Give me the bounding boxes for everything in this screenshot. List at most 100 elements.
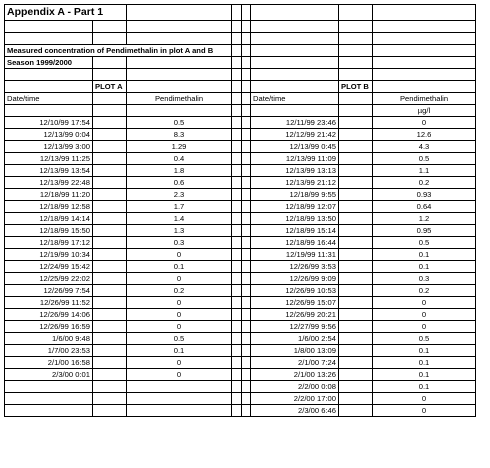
plot-b-value: 0.64 — [372, 200, 476, 213]
plot-a-datetime: 2/3/00 0:01 — [4, 368, 93, 381]
plot-a-datetime: 12/26/99 7:54 — [4, 284, 93, 297]
plot-a-datetime: 12/26/99 11:52 — [4, 296, 93, 309]
plot-a-datetime: 12/26/99 16:59 — [4, 320, 93, 333]
table-row: 1/7/00 23:53 0.1 1/8/00 13:09 0.1 — [4, 344, 476, 357]
table-row: 2/2/00 17:00 0 — [4, 392, 476, 405]
table-row: 12/13/99 0:04 8.3 12/12/99 21:42 12.6 — [4, 128, 476, 141]
season-label: Season 1999/2000 — [4, 56, 93, 69]
plot-b-datetime: 12/26/99 15:07 — [250, 296, 339, 309]
plot-a-value: 0.2 — [126, 284, 232, 297]
table-row: 2/3/00 0:01 0 2/1/00 13:26 0.1 — [4, 368, 476, 381]
table-row: 12/18/99 14:14 1.4 12/18/99 13:50 1.2 — [4, 212, 476, 225]
plot-b-datetime-header: Date/time — [250, 92, 339, 105]
table-row: 12/13/99 11:25 0.4 12/13/99 11:09 0.5 — [4, 152, 476, 165]
plot-a-value: 0.1 — [126, 260, 232, 273]
plot-a-datetime: 12/13/99 3:00 — [4, 140, 93, 153]
plot-b-datetime: 12/13/99 0:45 — [250, 140, 339, 153]
plot-b-value: 0.5 — [372, 332, 476, 345]
plot-b-datetime: 12/19/99 11:31 — [250, 248, 339, 261]
plot-b-datetime: 1/8/00 13:09 — [250, 344, 339, 357]
plot-a-datetime: 12/13/99 11:25 — [4, 152, 93, 165]
plot-b-datetime: 2/1/00 13:26 — [250, 368, 339, 381]
plot-b-value: 4.3 — [372, 140, 476, 153]
table-row: 2/1/00 16:58 0 2/1/00 7:24 0.1 — [4, 356, 476, 369]
data-table: Appendix A - Part 1 Measured concentrati… — [4, 4, 476, 417]
plot-a-datetime: 1/6/00 9:48 — [4, 332, 93, 345]
table-subtitle: Measured concentration of Pendimethalin … — [4, 44, 232, 57]
plot-b-datetime: 12/11/99 23:46 — [250, 116, 339, 129]
plot-b-datetime: 12/13/99 21:12 — [250, 176, 339, 189]
plot-b-value: 0 — [372, 296, 476, 309]
plot-a-value: 0.1 — [126, 344, 232, 357]
plot-a-datetime: 12/18/99 14:14 — [4, 212, 93, 225]
table-row: 12/26/99 11:52 0 12/26/99 15:07 0 — [4, 296, 476, 309]
plot-b-value: 0.93 — [372, 188, 476, 201]
plot-b-datetime: 12/18/99 9:55 — [250, 188, 339, 201]
plot-b-value: 0.1 — [372, 248, 476, 261]
plot-b-datetime: 12/27/99 9:56 — [250, 320, 339, 333]
plot-b-datetime: 12/13/99 11:09 — [250, 152, 339, 165]
plot-a-datetime: 12/18/99 15:50 — [4, 224, 93, 237]
plot-b-unit: µg/l — [372, 104, 476, 117]
plot-a-value: 1.8 — [126, 164, 232, 177]
plot-b-value: 0.5 — [372, 236, 476, 249]
plot-b-value: 0.5 — [372, 152, 476, 165]
plot-b-value: 0.1 — [372, 356, 476, 369]
plot-b-datetime: 12/26/99 20:21 — [250, 308, 339, 321]
table-row: 12/25/99 22:02 0 12/26/99 9:09 0.3 — [4, 272, 476, 285]
plot-b-datetime: 12/26/99 10:53 — [250, 284, 339, 297]
plot-b-value: 0 — [372, 116, 476, 129]
plot-b-value: 0 — [372, 404, 476, 417]
plot-b-value: 12.6 — [372, 128, 476, 141]
plot-a-datetime: 12/13/99 22:48 — [4, 176, 93, 189]
plot-a-datetime: 2/1/00 16:58 — [4, 356, 93, 369]
table-row: 12/10/99 17:54 0.5 12/11/99 23:46 0 — [4, 116, 476, 129]
plot-a-datetime: 12/26/99 14:06 — [4, 308, 93, 321]
plot-b-value-header: Pendimethalin — [372, 92, 476, 105]
plot-a-datetime: 12/19/99 10:34 — [4, 248, 93, 261]
plot-b-value: 0.1 — [372, 380, 476, 393]
plot-a-datetime: 12/18/99 17:12 — [4, 236, 93, 249]
plot-b-datetime: 2/2/00 17:00 — [250, 392, 339, 405]
plot-b-datetime: 12/13/99 13:13 — [250, 164, 339, 177]
table-row: 12/24/99 15:42 0.1 12/26/99 3:53 0.1 — [4, 260, 476, 273]
table-row: 12/18/99 12:58 1.7 12/18/99 12:07 0.64 — [4, 200, 476, 213]
page-title: Appendix A - Part 1 — [4, 4, 127, 21]
plot-a-value: 1.3 — [126, 224, 232, 237]
plot-a-value: 0.5 — [126, 116, 232, 129]
plot-b-datetime: 12/26/99 3:53 — [250, 260, 339, 273]
plot-b-datetime: 12/26/99 9:09 — [250, 272, 339, 285]
table-row: 12/18/99 15:50 1.3 12/18/99 15:14 0.95 — [4, 224, 476, 237]
plot-b-value: 0.2 — [372, 176, 476, 189]
plot-b-datetime: 1/6/00 2:54 — [250, 332, 339, 345]
plot-a-datetime: 12/13/99 0:04 — [4, 128, 93, 141]
plot-a-value: 0 — [126, 248, 232, 261]
plot-a-value: 0 — [126, 308, 232, 321]
plot-a-value: 0.6 — [126, 176, 232, 189]
plot-a-datetime-header: Date/time — [4, 92, 93, 105]
plot-b-datetime: 2/1/00 7:24 — [250, 356, 339, 369]
plot-b-value: 0.2 — [372, 284, 476, 297]
plot-a-value-header: Pendimethalin — [126, 92, 232, 105]
table-row: 12/19/99 10:34 0 12/19/99 11:31 0.1 — [4, 248, 476, 261]
plot-a-value: 2.3 — [126, 188, 232, 201]
plot-b-value: 0 — [372, 392, 476, 405]
plot-b-datetime: 12/18/99 12:07 — [250, 200, 339, 213]
plot-b-label: PLOT B — [338, 80, 373, 93]
table-row: 12/18/99 17:12 0.3 12/18/99 16:44 0.5 — [4, 236, 476, 249]
plot-b-value: 0 — [372, 308, 476, 321]
plot-b-value: 0.1 — [372, 344, 476, 357]
plot-a-value: 0.4 — [126, 152, 232, 165]
plot-b-value: 0.3 — [372, 272, 476, 285]
plot-b-datetime: 12/12/99 21:42 — [250, 128, 339, 141]
plot-b-datetime: 12/18/99 15:14 — [250, 224, 339, 237]
plot-a-datetime: 12/18/99 12:58 — [4, 200, 93, 213]
table-row: 2/2/00 0:08 0.1 — [4, 380, 476, 393]
table-row: 12/26/99 16:59 0 12/27/99 9:56 0 — [4, 320, 476, 333]
plot-a-label: PLOT A — [92, 80, 127, 93]
plot-b-datetime: 2/2/00 0:08 — [250, 380, 339, 393]
plot-a-value: 1.7 — [126, 200, 232, 213]
plot-a-datetime: 12/10/99 17:54 — [4, 116, 93, 129]
plot-b-datetime: 2/3/00 6:46 — [250, 404, 339, 417]
plot-a-value: 0 — [126, 296, 232, 309]
